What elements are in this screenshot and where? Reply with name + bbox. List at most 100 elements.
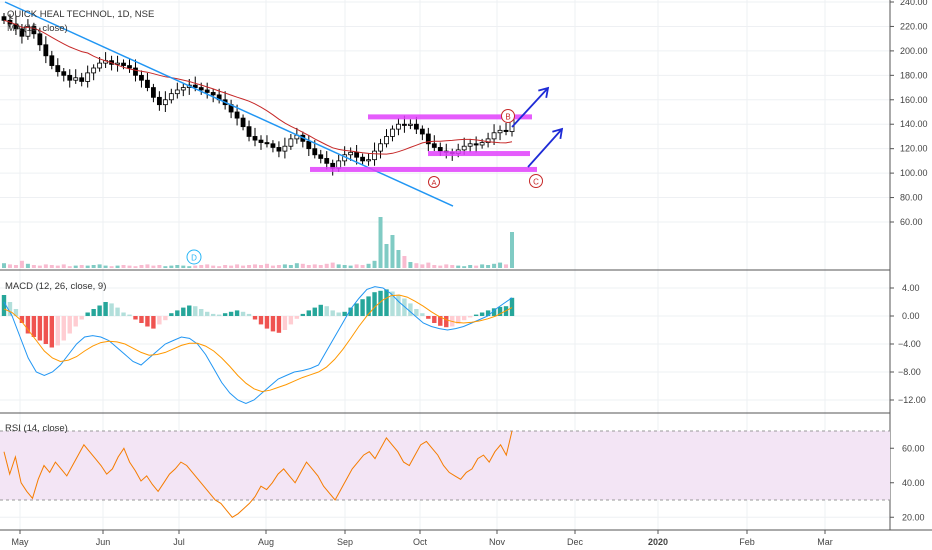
volume-bar	[366, 263, 371, 268]
volume-bar	[426, 262, 431, 268]
volume-bar	[354, 264, 359, 268]
volume-bar	[420, 264, 425, 268]
price-tick-label: 240.00	[900, 0, 928, 7]
candle-body	[55, 65, 61, 73]
breakout-arrows	[511, 86, 564, 168]
candle-body	[31, 26, 37, 35]
volume-bar	[282, 264, 287, 268]
macd-hist-bar	[85, 312, 90, 316]
volume-bar	[396, 250, 401, 268]
candle-body	[246, 126, 252, 137]
candle-body	[174, 89, 180, 95]
candle-body	[384, 136, 389, 145]
candle-body	[79, 77, 85, 82]
macd-hist-bar	[258, 316, 264, 325]
volume-bar	[450, 265, 455, 268]
volume-bar	[330, 262, 335, 268]
candle-body	[210, 92, 216, 96]
arrow-shaft	[511, 87, 549, 128]
volume-bar	[402, 256, 407, 268]
macd-hist-bar	[438, 316, 443, 326]
macd-hist-bar	[73, 316, 78, 327]
volume-bar	[61, 264, 66, 268]
candle-body	[461, 145, 467, 151]
macd-tick-label: −4.00	[898, 339, 921, 349]
ma-legend: MA (15, close)	[7, 23, 68, 34]
volume-bar	[115, 265, 120, 268]
volume-bar	[43, 264, 48, 268]
volume-bar	[264, 263, 269, 268]
candle-body	[121, 62, 126, 66]
volume-bar	[348, 265, 353, 268]
macd-hist-bar	[199, 309, 204, 316]
volume-bar	[378, 217, 383, 268]
macd-hist-bar	[491, 308, 497, 316]
volume-bar	[468, 265, 473, 268]
candle-body	[91, 67, 97, 74]
rsi-band	[0, 430, 890, 501]
macd-hist-bar	[414, 309, 419, 316]
macd-hist-bar	[145, 316, 150, 327]
candle-body	[97, 62, 103, 69]
candle-body	[282, 145, 288, 152]
macd-hist-bar	[366, 296, 371, 316]
volume-bar	[444, 264, 449, 268]
macd-hist-bar	[336, 312, 341, 316]
volume-bar	[480, 264, 485, 268]
volume-bar	[223, 265, 228, 268]
signal-line	[3, 294, 513, 393]
macd-hist-bar	[318, 304, 323, 316]
macd-hist-bar	[252, 316, 258, 320]
macd-hist-bar	[210, 313, 216, 316]
candle-body	[258, 139, 264, 143]
volume-bar	[103, 265, 108, 268]
arrow-head	[552, 127, 564, 140]
candle-body	[372, 150, 377, 161]
price-tick-label: 100.00	[900, 168, 928, 178]
macd-tick-label: −8.00	[898, 367, 921, 377]
volume-bar	[312, 264, 317, 268]
marker-c: C	[529, 174, 543, 188]
candle-body	[240, 117, 246, 128]
macd-hist-bar	[169, 313, 174, 316]
macd-hist-bar	[432, 316, 437, 323]
volume-bar	[324, 263, 329, 268]
candle-body	[43, 44, 49, 57]
candle-body	[252, 136, 258, 141]
volume-bar	[193, 265, 198, 268]
time-tick-label: Jul	[173, 537, 185, 547]
macd-hist-bar	[282, 316, 288, 330]
marker-d: D	[186, 249, 202, 265]
macd-hist-bar	[420, 313, 425, 316]
macd-hist-bar	[240, 311, 246, 316]
macd-hist-bar	[55, 316, 60, 346]
volume-bar	[13, 265, 18, 268]
candle-body	[127, 65, 132, 69]
volume-bar	[372, 260, 377, 268]
volume-bar	[25, 263, 30, 268]
macd-hist-bar	[360, 299, 365, 316]
volume-bar	[49, 265, 54, 268]
time-tick-label: Sep	[337, 537, 353, 547]
macd-hist-bar	[187, 305, 192, 316]
macd-hist-bar	[306, 310, 311, 316]
candle-body	[503, 129, 509, 132]
zone-band	[368, 114, 532, 120]
grid-lines	[0, 0, 890, 530]
time-tick-label: May	[11, 537, 29, 547]
macd-hist-bar	[456, 316, 461, 324]
volume-bar	[217, 266, 222, 268]
candle-body	[473, 143, 479, 146]
candle-body	[264, 142, 270, 145]
macd-hist-bar	[1, 295, 7, 316]
macd-hist-bar	[312, 307, 317, 316]
volume-bar	[336, 264, 341, 268]
macd-hist-bar	[127, 314, 132, 316]
time-tick-label: Jun	[96, 537, 111, 547]
volume-bar	[492, 263, 497, 268]
volume-bar	[342, 265, 347, 268]
volume-bar	[306, 265, 311, 268]
candle-body	[139, 74, 144, 81]
volume-bar	[211, 265, 216, 268]
candle-body	[467, 143, 473, 147]
